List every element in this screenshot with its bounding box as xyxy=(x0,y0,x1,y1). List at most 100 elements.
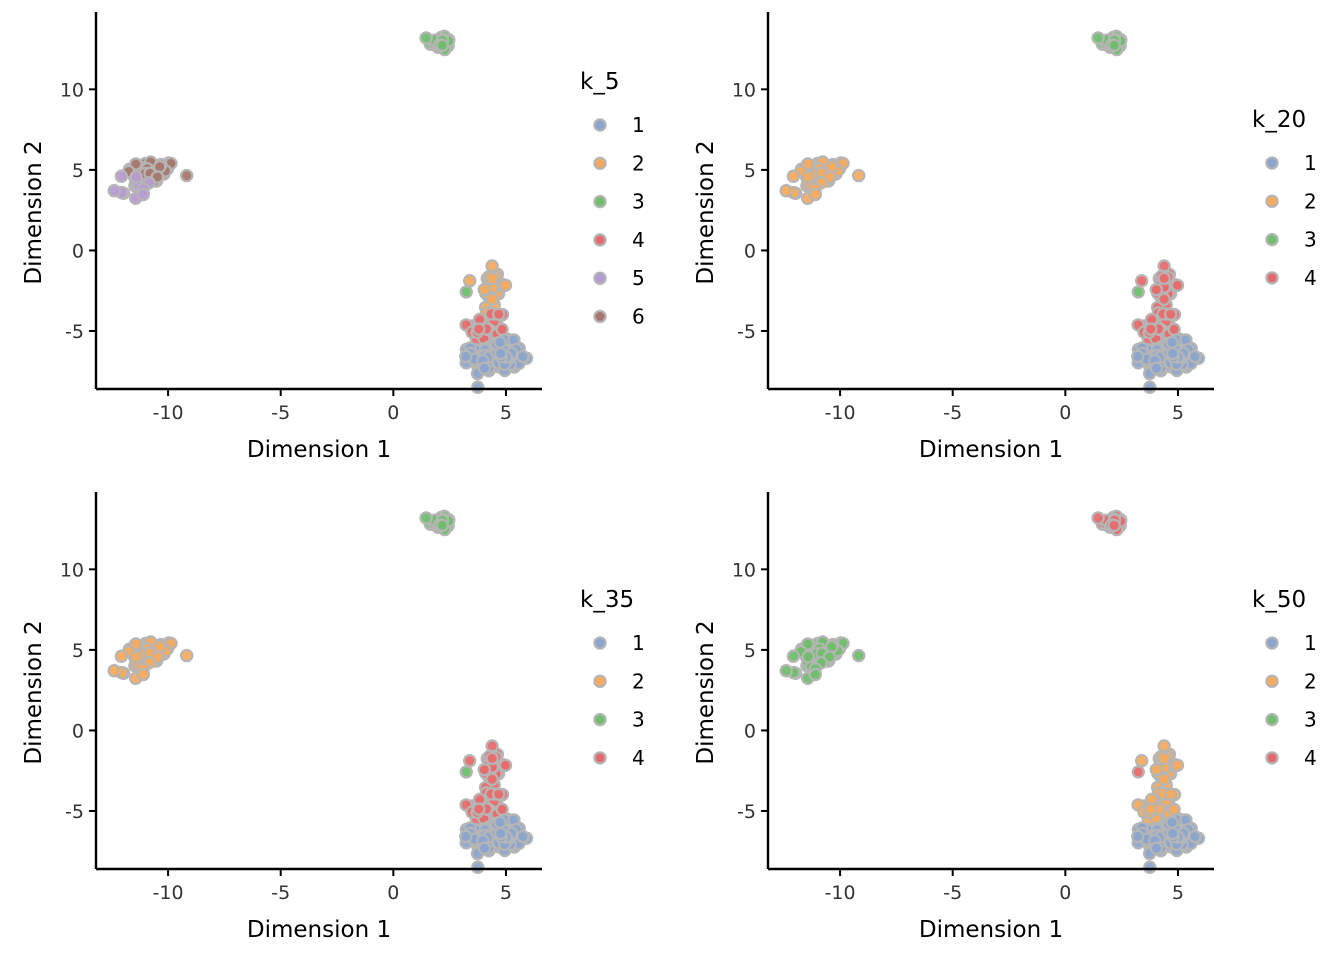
points-layer xyxy=(107,509,534,874)
y-tick-label: 5 xyxy=(744,640,756,662)
x-tick-label: -5 xyxy=(271,882,290,904)
data-point xyxy=(808,667,822,682)
data-point xyxy=(179,168,194,183)
data-point xyxy=(493,335,507,349)
data-point xyxy=(129,650,143,664)
x-tick-label: 0 xyxy=(387,882,399,904)
data-point xyxy=(1143,860,1157,874)
data-point xyxy=(485,292,499,306)
data-point xyxy=(1157,772,1171,786)
x-axis-title: Dimension 1 xyxy=(247,917,391,943)
chart-svg: -10 -5 0 5 -5 0 5 10 Dimension 1 Dimension 2 k_35 1… xyxy=(21,492,645,943)
x-tick-label: -5 xyxy=(943,882,962,904)
legend-title: k_35 xyxy=(580,587,634,613)
legend-key xyxy=(593,674,607,688)
legend-label: 6 xyxy=(632,305,645,329)
data-point xyxy=(463,274,477,288)
data-point xyxy=(1165,335,1179,349)
y-tick-label: 10 xyxy=(732,559,756,581)
legend-key xyxy=(593,233,607,247)
x-axis-title: Dimension 1 xyxy=(247,437,391,463)
scatter-panel-k5: -10 -5 0 5 -5 0 5 10 Dimension 1 Dimension 2 k_5 1 2… xyxy=(0,0,672,480)
legend-label: 4 xyxy=(632,228,645,252)
data-point xyxy=(1164,787,1178,801)
y-tick-label: 5 xyxy=(72,640,84,662)
data-point xyxy=(435,518,449,533)
legend-key xyxy=(1265,674,1279,688)
legend-key xyxy=(1265,271,1279,285)
legend-label: 1 xyxy=(1304,631,1317,655)
data-point xyxy=(1107,518,1121,533)
data-point xyxy=(498,278,513,292)
y-axis-title: Dimension 2 xyxy=(21,140,47,284)
data-point xyxy=(107,183,121,198)
y-axis-title: Dimension 2 xyxy=(693,140,719,284)
legend-key xyxy=(1265,194,1279,208)
data-point xyxy=(459,765,473,779)
x-tick-label: 5 xyxy=(500,882,512,904)
data-point xyxy=(1131,349,1145,364)
data-point xyxy=(1170,278,1185,292)
x-tick-label: 5 xyxy=(1172,402,1184,424)
legend-key xyxy=(1265,232,1279,247)
y-axis-title: Dimension 2 xyxy=(21,620,47,764)
data-point xyxy=(779,663,793,678)
legend-label: 3 xyxy=(1304,228,1317,252)
data-point xyxy=(1170,758,1185,772)
legend-label: 3 xyxy=(632,190,645,214)
scatter-panel-k50: -10 -5 0 5 -5 0 5 10 Dimension 1 Dimension 2 k_50 1… xyxy=(672,480,1344,960)
x-tick-label: -10 xyxy=(825,402,856,424)
points-layer xyxy=(779,509,1206,874)
data-point xyxy=(516,829,530,844)
data-point xyxy=(786,169,801,183)
data-point xyxy=(494,346,508,361)
data-point xyxy=(1091,31,1105,45)
data-point xyxy=(498,758,513,772)
legend-label: 2 xyxy=(1304,669,1317,693)
legend-title: k_5 xyxy=(580,69,619,95)
legend-key xyxy=(1265,751,1279,765)
data-point xyxy=(477,282,491,297)
y-tick-label: 10 xyxy=(60,559,84,581)
data-point xyxy=(485,271,499,286)
data-point xyxy=(419,31,433,45)
x-tick-label: -5 xyxy=(943,402,962,424)
y-tick-label: -5 xyxy=(65,321,84,343)
legend-key xyxy=(1265,156,1279,170)
data-point xyxy=(516,349,530,364)
y-tick-label: 10 xyxy=(60,79,84,101)
data-point xyxy=(485,772,499,786)
legend-label: 2 xyxy=(632,151,645,175)
legend-key xyxy=(593,309,607,324)
data-point xyxy=(1188,829,1202,844)
data-point xyxy=(107,663,121,678)
legend-key xyxy=(593,751,607,765)
chart-svg: -10 -5 0 5 -5 0 5 10 Dimension 1 Dimension 2 k_5 1 2… xyxy=(21,12,645,463)
legend: k_20 1 2 3 4 xyxy=(1252,107,1317,290)
data-point xyxy=(492,787,506,801)
data-point xyxy=(1144,802,1158,816)
data-point xyxy=(1165,815,1179,829)
data-point xyxy=(1157,751,1171,766)
x-tick-label: 5 xyxy=(1172,882,1184,904)
legend-key xyxy=(593,636,607,650)
points-layer xyxy=(107,29,534,394)
data-point xyxy=(472,802,486,816)
data-point xyxy=(1131,829,1145,844)
legend: k_5 1 2 3 4 5 6 xyxy=(580,69,645,329)
legend-key xyxy=(1265,636,1279,650)
chart-svg: -10 -5 0 5 -5 0 5 10 Dimension 1 Dimension 2 k_20 1… xyxy=(693,12,1317,463)
data-point xyxy=(1149,841,1164,855)
data-point xyxy=(129,170,143,184)
x-axis-title: Dimension 1 xyxy=(919,917,1063,943)
data-point xyxy=(179,648,194,663)
data-point xyxy=(493,815,507,829)
data-point xyxy=(1131,765,1145,779)
y-axis-title: Dimension 2 xyxy=(693,620,719,764)
scatter-panel-k20: -10 -5 0 5 -5 0 5 10 Dimension 1 Dimension 2 k_20 1… xyxy=(672,0,1344,480)
y-tick-label: -5 xyxy=(737,321,756,343)
data-point xyxy=(1164,307,1178,321)
data-point xyxy=(471,380,485,394)
y-tick-label: 0 xyxy=(72,720,84,742)
data-point xyxy=(1091,511,1105,525)
